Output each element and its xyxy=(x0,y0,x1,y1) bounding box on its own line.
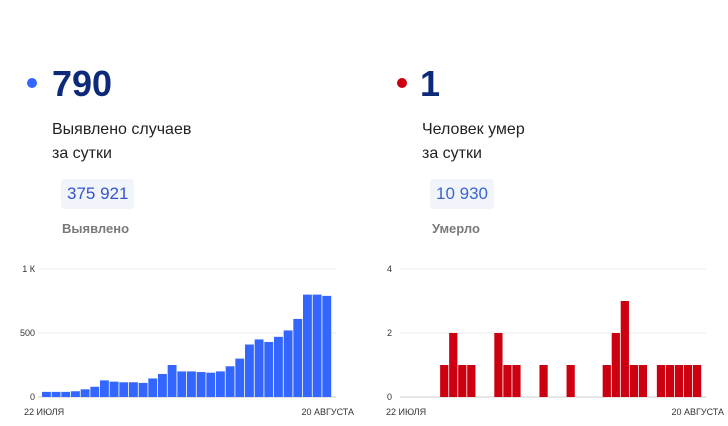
bar xyxy=(512,365,521,397)
y-tick-0: 0 xyxy=(30,392,35,402)
bar xyxy=(458,365,467,397)
bar xyxy=(71,391,80,397)
x-axis-start-label: 22 ИЮЛЯ xyxy=(24,407,64,417)
bar xyxy=(322,295,332,397)
bar xyxy=(274,336,283,397)
bar xyxy=(674,365,684,397)
bar xyxy=(42,391,51,397)
bar xyxy=(692,365,702,397)
deaths-total-badge: 10 930 xyxy=(430,179,494,209)
cases-label-line2: за сутки xyxy=(52,145,112,162)
deaths-label-line2: за сутки xyxy=(422,145,482,162)
x-axis-end-label: 20 АВГУСТА xyxy=(301,407,354,417)
bar xyxy=(494,333,503,397)
x-axis-end-label: 20 АВГУСТА xyxy=(671,407,724,417)
bar xyxy=(602,365,611,397)
bar xyxy=(449,333,458,397)
bar xyxy=(61,391,71,397)
deaths-label-line1: Человек умер xyxy=(422,121,525,138)
bar xyxy=(206,372,216,397)
bar xyxy=(539,365,548,397)
bar xyxy=(440,365,449,397)
bar xyxy=(129,382,138,397)
cases-bar-chart: 1 К 500 0 22 ИЮЛЯ 20 АВГУСТА xyxy=(20,264,354,417)
deaths-bar-chart: 4 2 0 22 ИЮЛЯ 20 АВГУСТА xyxy=(386,264,724,417)
bar xyxy=(187,371,196,397)
bar xyxy=(312,294,322,397)
bar xyxy=(235,358,245,397)
bar xyxy=(283,330,293,397)
bar xyxy=(665,365,675,397)
bar xyxy=(138,382,148,397)
cases-bullet-icon xyxy=(27,78,37,88)
y-tick-500: 500 xyxy=(20,328,35,338)
bar xyxy=(611,333,620,397)
bar xyxy=(80,389,90,397)
y-tick-4: 4 xyxy=(387,264,392,274)
bar xyxy=(119,382,129,397)
bar xyxy=(467,365,476,397)
deaths-panel: 1 Человек умер за сутки 10 930 Умерло 4 2… xyxy=(364,0,728,426)
bar xyxy=(196,372,206,397)
bar xyxy=(158,373,167,397)
bar xyxy=(620,301,629,397)
bar xyxy=(638,365,648,397)
x-axis-start-label: 22 ИЮЛЯ xyxy=(386,407,426,417)
bar xyxy=(656,365,666,397)
bar xyxy=(167,365,177,397)
y-tick-2: 2 xyxy=(387,328,392,338)
bar xyxy=(109,381,119,397)
bar xyxy=(503,365,512,397)
cases-total-label: Выявлено xyxy=(62,221,130,236)
bar xyxy=(51,391,61,397)
cases-total-badge: 375 921 xyxy=(61,179,135,209)
bar xyxy=(177,371,187,397)
bar xyxy=(293,318,303,397)
cases-panel: 790 Выявлено случаев за сутки 375 921 Вы… xyxy=(20,63,354,418)
cases-label-line1: Выявлено случаев xyxy=(52,121,192,138)
bar xyxy=(303,294,312,397)
bar xyxy=(683,365,693,397)
bar xyxy=(90,386,100,397)
deaths-daily-value: 1 xyxy=(420,63,441,104)
bar xyxy=(629,365,638,397)
bar xyxy=(566,365,575,397)
bar xyxy=(264,341,274,397)
bar xyxy=(245,344,254,397)
cases-daily-value: 790 xyxy=(52,63,113,104)
y-tick-1k: 1 К xyxy=(22,264,36,274)
deaths-total-label: Умерло xyxy=(432,221,480,236)
bar xyxy=(254,339,264,397)
deaths-bullet-icon xyxy=(397,78,407,88)
y-tick-0: 0 xyxy=(387,392,392,402)
bar xyxy=(225,366,235,397)
bar xyxy=(100,380,109,397)
bar xyxy=(148,378,158,397)
bar xyxy=(216,371,225,397)
